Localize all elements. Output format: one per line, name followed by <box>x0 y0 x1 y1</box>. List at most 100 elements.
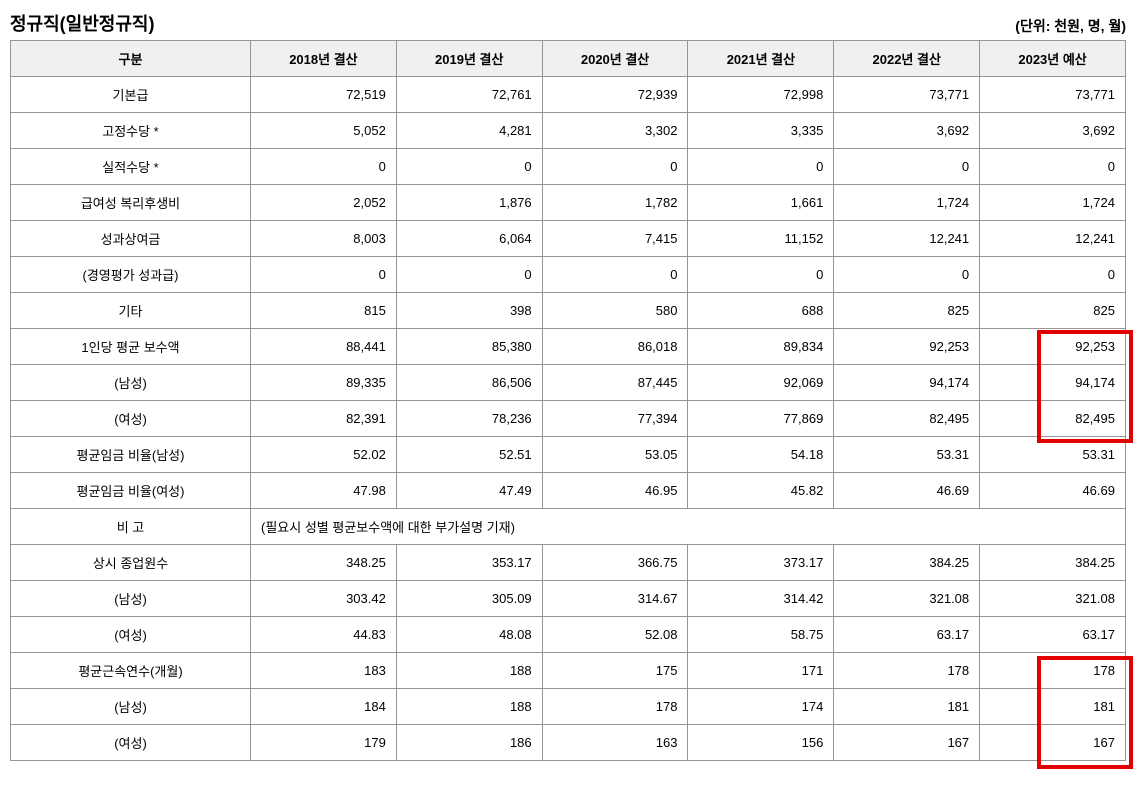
cell: 181 <box>834 689 980 725</box>
cell: 6,064 <box>396 221 542 257</box>
cell: 825 <box>834 293 980 329</box>
cell: 188 <box>396 689 542 725</box>
cell: 2,052 <box>251 185 397 221</box>
table-row-note: 비 고 (필요시 성별 평균보수액에 대한 부가설명 기재) <box>11 509 1126 545</box>
cell: 0 <box>396 257 542 293</box>
cell: 63.17 <box>834 617 980 653</box>
cell: 73,771 <box>980 77 1126 113</box>
cell: 688 <box>688 293 834 329</box>
cell: 12,241 <box>980 221 1126 257</box>
row-label: (경영평가 성과급) <box>11 257 251 293</box>
table-row: 평균임금 비율(여성) 47.98 47.49 46.95 45.82 46.6… <box>11 473 1126 509</box>
table-wrap: 구분 2018년 결산 2019년 결산 2020년 결산 2021년 결산 2… <box>10 40 1126 761</box>
col-header-2023: 2023년 예산 <box>980 41 1126 77</box>
row-label: 평균근속연수(개월) <box>11 653 251 689</box>
row-label: (남성) <box>11 365 251 401</box>
cell: 183 <box>251 653 397 689</box>
cell: 580 <box>542 293 688 329</box>
cell: 167 <box>980 725 1126 761</box>
col-header-2018: 2018년 결산 <box>251 41 397 77</box>
cell: 0 <box>980 149 1126 185</box>
cell: 1,724 <box>834 185 980 221</box>
cell: 1,724 <box>980 185 1126 221</box>
cell: 1,661 <box>688 185 834 221</box>
cell: 178 <box>980 653 1126 689</box>
cell: 52.51 <box>396 437 542 473</box>
cell: 188 <box>396 653 542 689</box>
cell: 1,876 <box>396 185 542 221</box>
salary-table: 구분 2018년 결산 2019년 결산 2020년 결산 2021년 결산 2… <box>10 40 1126 761</box>
cell: 3,335 <box>688 113 834 149</box>
cell: 0 <box>251 257 397 293</box>
cell: 178 <box>542 689 688 725</box>
table-header-row: 구분 2018년 결산 2019년 결산 2020년 결산 2021년 결산 2… <box>11 41 1126 77</box>
cell: 314.67 <box>542 581 688 617</box>
col-header-2022: 2022년 결산 <box>834 41 980 77</box>
table-row: 성과상여금 8,003 6,064 7,415 11,152 12,241 12… <box>11 221 1126 257</box>
cell: 305.09 <box>396 581 542 617</box>
cell: 184 <box>251 689 397 725</box>
cell: 89,834 <box>688 329 834 365</box>
cell: 186 <box>396 725 542 761</box>
cell: 175 <box>542 653 688 689</box>
row-label: (남성) <box>11 689 251 725</box>
row-label: 평균임금 비율(남성) <box>11 437 251 473</box>
cell: 72,519 <box>251 77 397 113</box>
table-row: 고정수당 * 5,052 4,281 3,302 3,335 3,692 3,6… <box>11 113 1126 149</box>
cell: 825 <box>980 293 1126 329</box>
cell: 0 <box>688 149 834 185</box>
cell: 8,003 <box>251 221 397 257</box>
row-label: (여성) <box>11 617 251 653</box>
table-row: 평균임금 비율(남성) 52.02 52.51 53.05 54.18 53.3… <box>11 437 1126 473</box>
cell: 156 <box>688 725 834 761</box>
cell: 174 <box>688 689 834 725</box>
cell: 0 <box>542 149 688 185</box>
table-row: (경영평가 성과급) 0 0 0 0 0 0 <box>11 257 1126 293</box>
cell: 77,394 <box>542 401 688 437</box>
cell: 303.42 <box>251 581 397 617</box>
cell: 815 <box>251 293 397 329</box>
cell: 46.95 <box>542 473 688 509</box>
cell: 0 <box>834 257 980 293</box>
table-row: 기타 815 398 580 688 825 825 <box>11 293 1126 329</box>
row-label: 실적수당 * <box>11 149 251 185</box>
cell: 78,236 <box>396 401 542 437</box>
cell: 321.08 <box>834 581 980 617</box>
cell: 89,335 <box>251 365 397 401</box>
cell: 3,302 <box>542 113 688 149</box>
note-cell: (필요시 성별 평균보수액에 대한 부가설명 기재) <box>251 509 1126 545</box>
col-header-label: 구분 <box>11 41 251 77</box>
cell: 1,782 <box>542 185 688 221</box>
cell: 366.75 <box>542 545 688 581</box>
cell: 88,441 <box>251 329 397 365</box>
cell: 53.31 <box>834 437 980 473</box>
row-label: 고정수당 * <box>11 113 251 149</box>
cell: 94,174 <box>834 365 980 401</box>
col-header-2019: 2019년 결산 <box>396 41 542 77</box>
cell: 54.18 <box>688 437 834 473</box>
cell: 181 <box>980 689 1126 725</box>
table-row: 급여성 복리후생비 2,052 1,876 1,782 1,661 1,724 … <box>11 185 1126 221</box>
cell: 82,391 <box>251 401 397 437</box>
cell: 0 <box>834 149 980 185</box>
cell: 0 <box>980 257 1126 293</box>
unit-label: (단위: 천원, 명, 월) <box>1015 16 1126 36</box>
table-row: (여성) 82,391 78,236 77,394 77,869 82,495 … <box>11 401 1126 437</box>
cell: 12,241 <box>834 221 980 257</box>
table-row: 상시 종업원수 348.25 353.17 366.75 373.17 384.… <box>11 545 1126 581</box>
table-row: 기본급 72,519 72,761 72,939 72,998 73,771 7… <box>11 77 1126 113</box>
cell: 45.82 <box>688 473 834 509</box>
cell: 72,939 <box>542 77 688 113</box>
cell: 58.75 <box>688 617 834 653</box>
row-label: 기타 <box>11 293 251 329</box>
cell: 0 <box>251 149 397 185</box>
cell: 348.25 <box>251 545 397 581</box>
cell: 398 <box>396 293 542 329</box>
table-row: 실적수당 * 0 0 0 0 0 0 <box>11 149 1126 185</box>
cell: 7,415 <box>542 221 688 257</box>
table-row: (남성) 184 188 178 174 181 181 <box>11 689 1126 725</box>
cell: 53.31 <box>980 437 1126 473</box>
cell: 44.83 <box>251 617 397 653</box>
cell: 3,692 <box>980 113 1126 149</box>
cell: 85,380 <box>396 329 542 365</box>
